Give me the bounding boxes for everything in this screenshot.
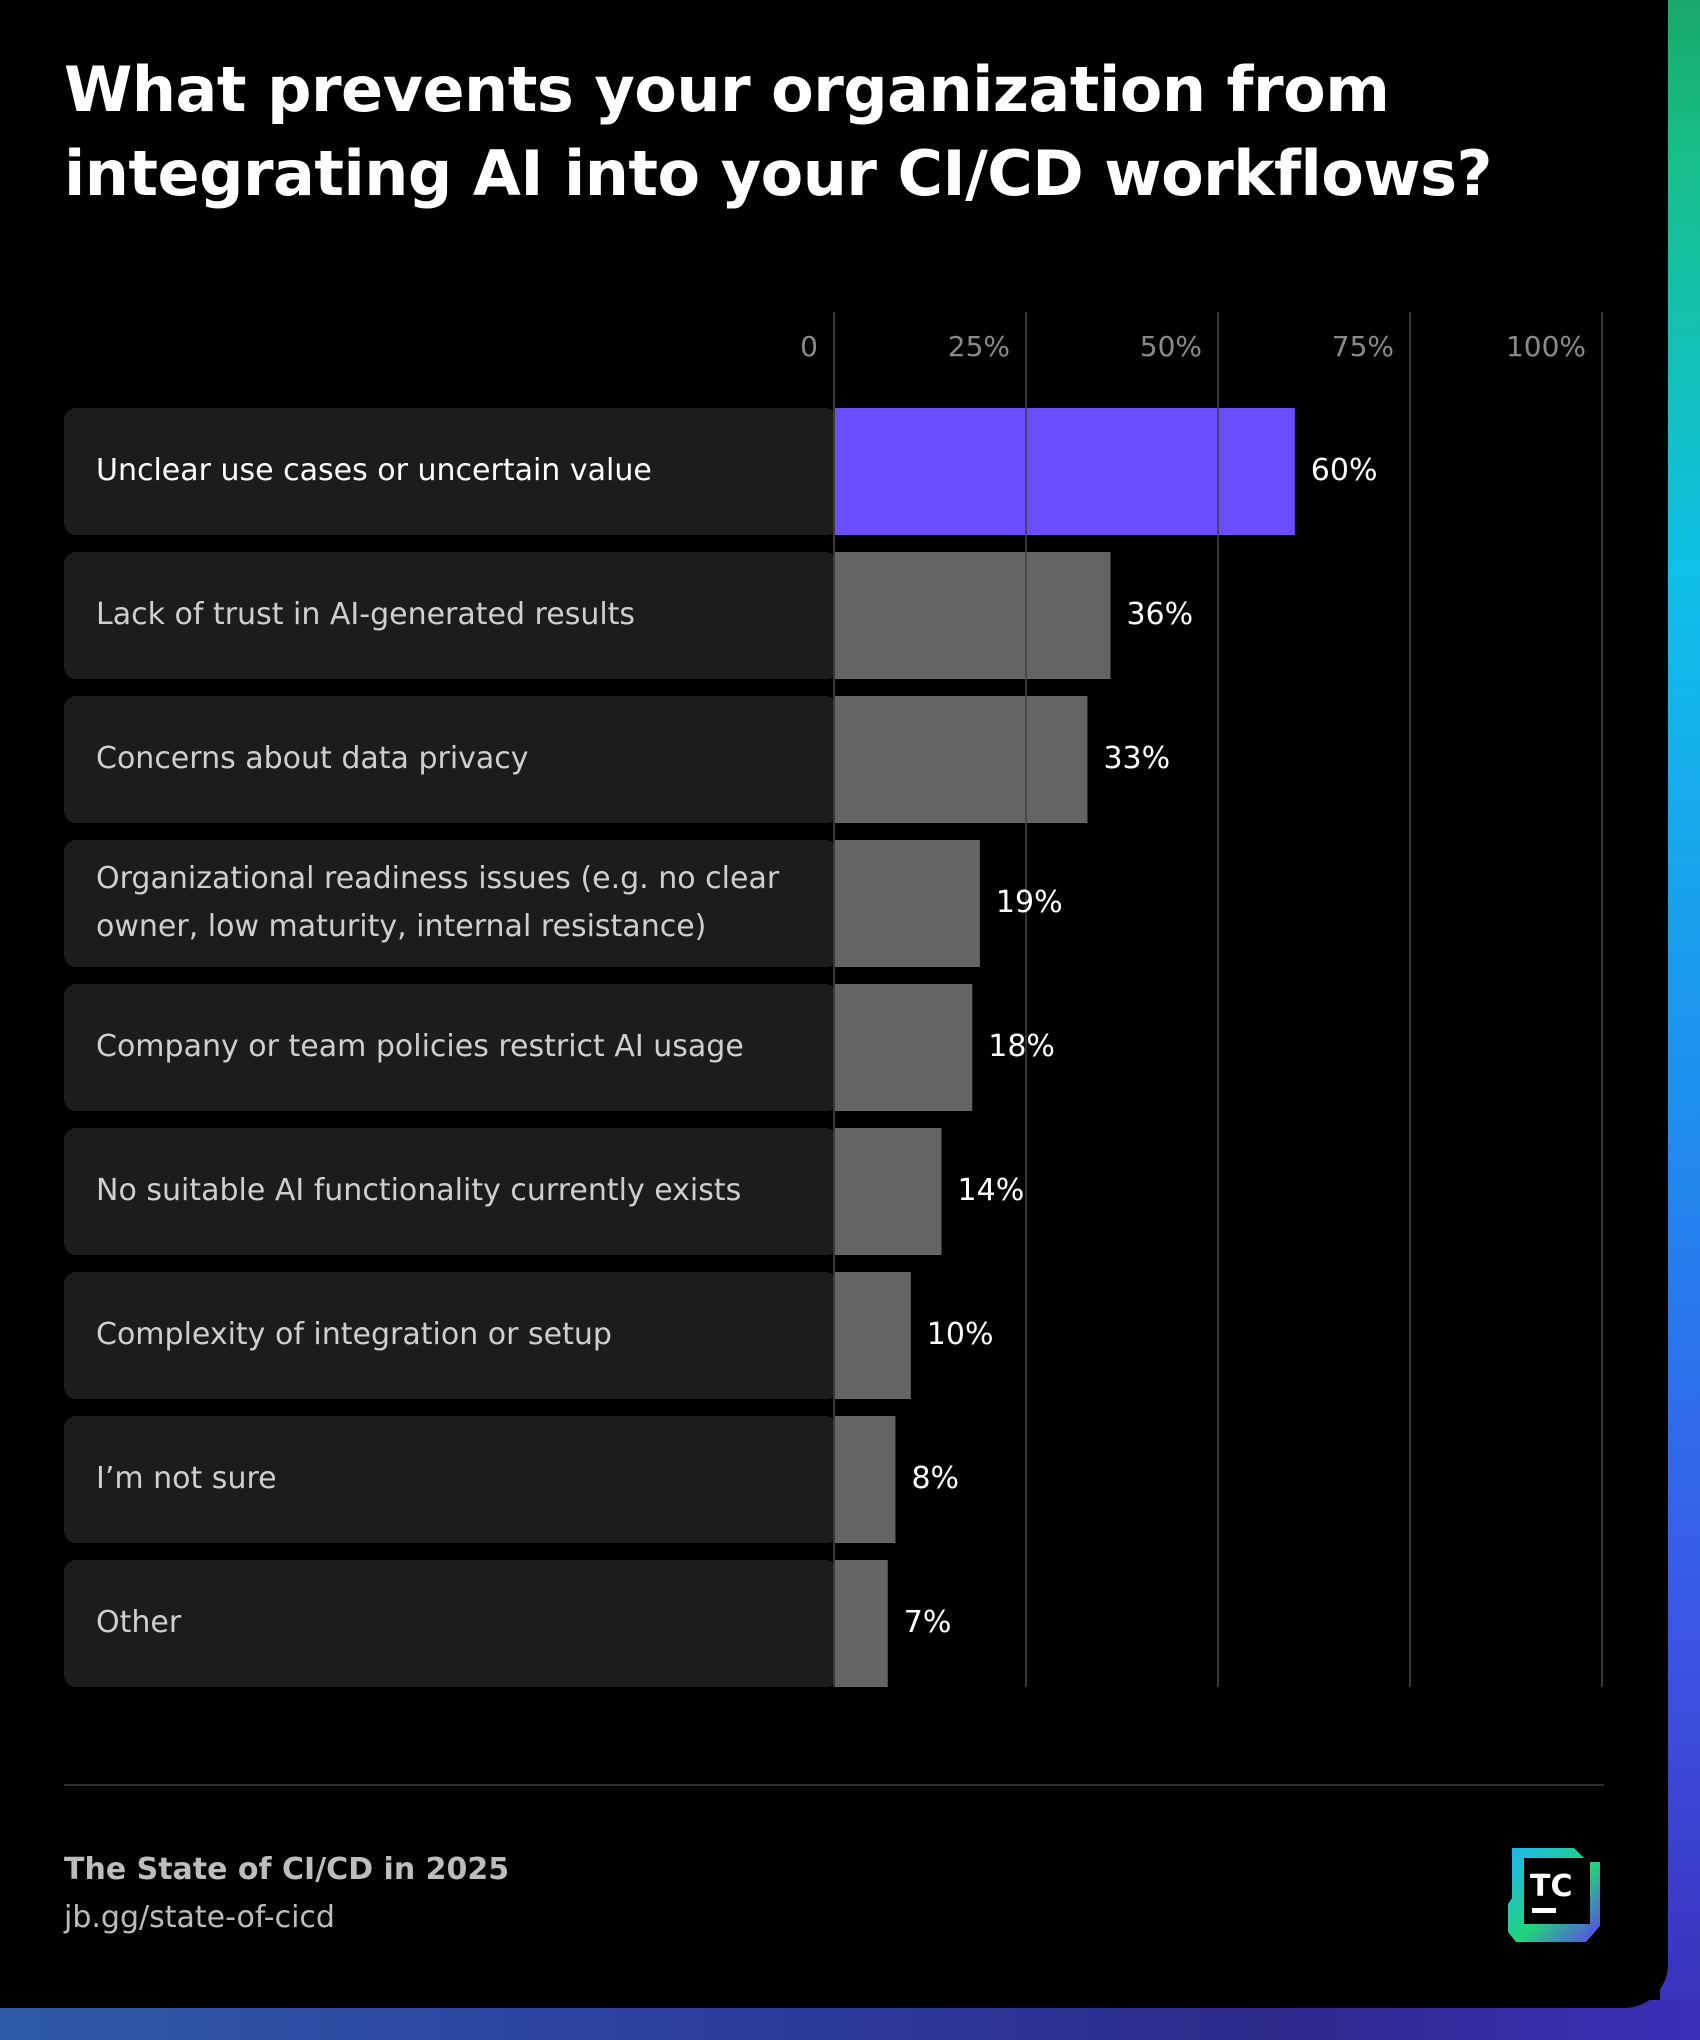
bar — [834, 408, 1295, 535]
x-tick-label: 75% — [1332, 330, 1394, 363]
value-label: 60% — [1311, 453, 1378, 488]
chart-title: What prevents your organization from int… — [64, 48, 1564, 216]
category-label: Lack of trust in AI-generated results — [96, 597, 635, 632]
category-label: owner, low maturity, internal resistance… — [96, 909, 706, 944]
x-tick-label: 100% — [1506, 330, 1586, 363]
row-background — [64, 984, 838, 1111]
bar-chart: 0 25% 50% 75% 100% Unclear use cases or uncer… — [64, 312, 1603, 1687]
footer-divider — [64, 1784, 1604, 1786]
value-label: 33% — [1103, 741, 1170, 776]
category-label: Organizational readiness issues (e.g. no… — [96, 861, 780, 896]
bar — [834, 1416, 896, 1543]
value-label: 7% — [904, 1605, 952, 1640]
category-label: Company or team policies restrict AI usa… — [96, 1029, 744, 1064]
category-label: Unclear use cases or uncertain value — [96, 453, 652, 488]
category-label: I’m not sure — [96, 1461, 277, 1496]
chart-title-line-2: integrating AI into your CI/CD workflows… — [64, 137, 1492, 210]
bar — [834, 984, 973, 1111]
value-label: 18% — [988, 1029, 1055, 1064]
value-label: 19% — [996, 885, 1063, 920]
footer-link[interactable]: jb.gg/state-of-cicd — [64, 1900, 335, 1935]
bar — [834, 696, 1088, 823]
row-background — [64, 696, 838, 823]
card: What prevents your organization from int… — [64, 48, 1604, 1942]
row-background — [64, 1272, 838, 1399]
value-label: 36% — [1126, 597, 1193, 632]
teamcity-logo-icon: TC — [1508, 1848, 1600, 1942]
category-label: Complexity of integration or setup — [96, 1317, 612, 1352]
grid-layer — [833, 312, 1603, 1687]
row-background — [64, 1128, 838, 1255]
labels-layer: 0 25% 50% 75% 100% Unclear use cases or uncer… — [96, 330, 1586, 1640]
logo-text: TC — [1530, 1869, 1572, 1904]
category-label: Other — [96, 1605, 182, 1640]
row-background — [64, 408, 838, 535]
bar — [834, 552, 1111, 679]
x-tick-label: 50% — [1140, 330, 1202, 363]
category-label: Concerns about data privacy — [96, 741, 529, 776]
bars-layer — [64, 408, 1295, 1687]
value-label: 10% — [927, 1317, 994, 1352]
category-label: No suitable AI functionality currently e… — [96, 1173, 741, 1208]
row-background — [64, 1560, 838, 1687]
value-label: 8% — [911, 1461, 959, 1496]
chart-title-line-1: What prevents your organization from — [64, 53, 1390, 126]
row-background — [64, 552, 838, 679]
bar — [834, 1272, 911, 1399]
row-background — [64, 840, 838, 967]
bar — [834, 840, 980, 967]
x-tick-label: 0 — [800, 330, 818, 363]
row-background — [64, 1416, 838, 1543]
x-tick-label: 25% — [948, 330, 1010, 363]
footer-report-title: The State of CI/CD in 2025 — [64, 1852, 510, 1887]
value-label: 14% — [958, 1173, 1025, 1208]
bar — [834, 1128, 942, 1255]
bar — [834, 1560, 888, 1687]
